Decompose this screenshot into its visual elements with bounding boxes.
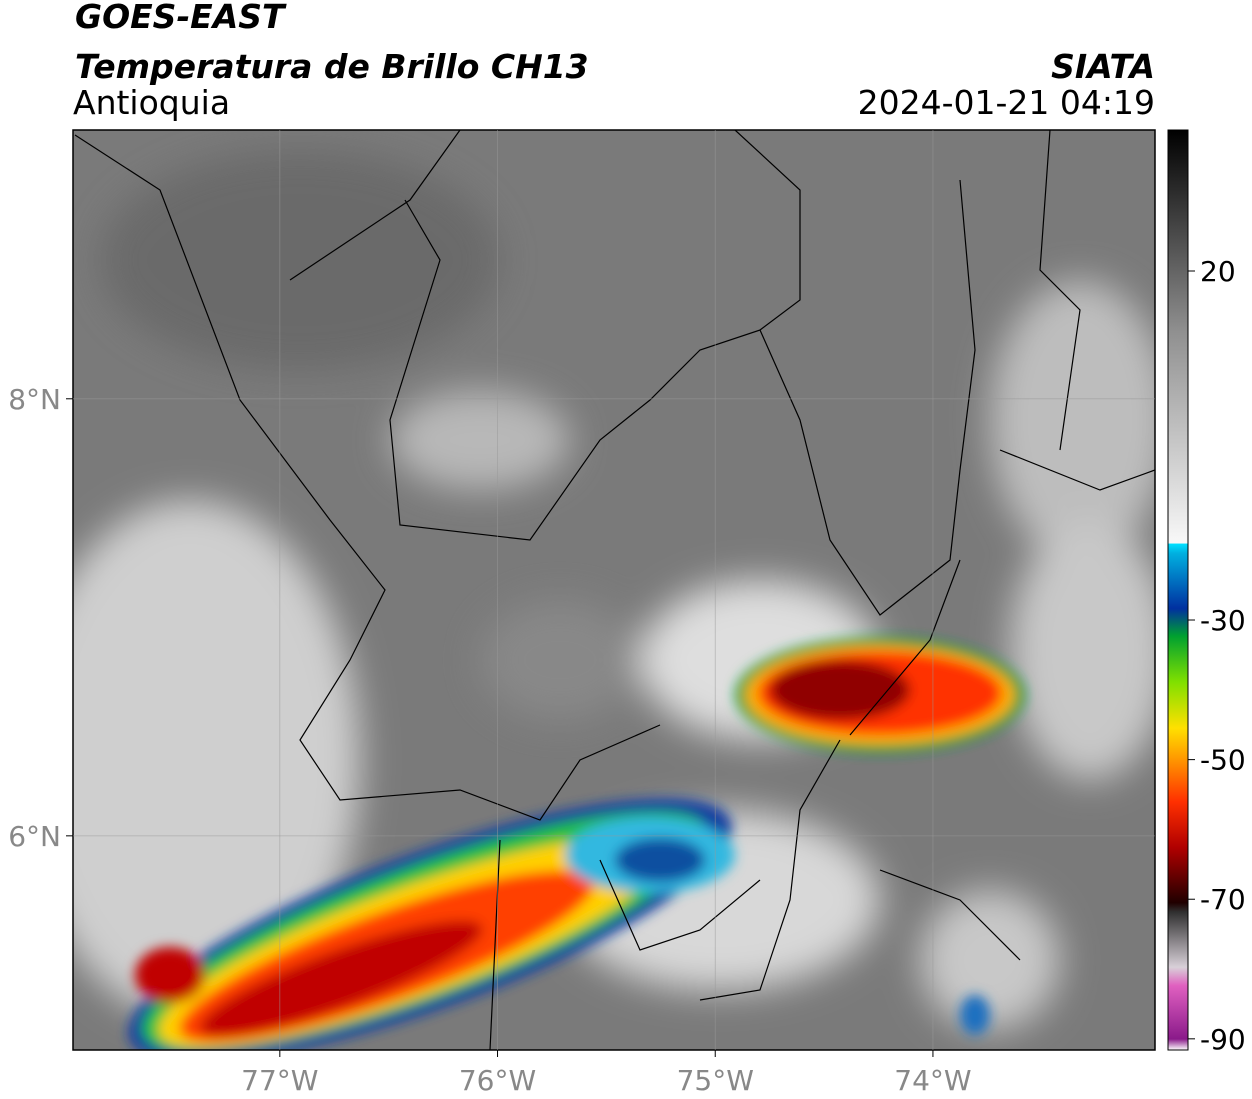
x-tick-label: 77°W xyxy=(241,1064,318,1097)
satellite: GOES-EAST xyxy=(75,0,287,36)
region: Antioquia xyxy=(73,83,230,122)
map-frame xyxy=(72,129,1156,1051)
x-tick-label: 74°W xyxy=(894,1064,971,1097)
colorbar-tick-label: 20 xyxy=(1200,255,1236,288)
colorbar xyxy=(1167,129,1189,1051)
x-tick-label: 76°W xyxy=(459,1064,536,1097)
y-tick-label: 6°N xyxy=(8,820,61,853)
source: SIATA xyxy=(1051,47,1155,86)
x-tick-label: 75°W xyxy=(677,1064,754,1097)
colorbar-tick-label: -30 xyxy=(1200,604,1246,637)
datetime: 2024-01-21 04:19 xyxy=(858,83,1155,122)
product: Temperatura de Brillo CH13 xyxy=(75,47,589,86)
colorbar-tick-label: -70 xyxy=(1200,883,1246,916)
y-tick-label: 8°N xyxy=(8,383,61,416)
colorbar-tick-label: -50 xyxy=(1200,744,1246,777)
colorbar-tick-label: -90 xyxy=(1200,1023,1246,1056)
map-image xyxy=(73,130,1155,1050)
